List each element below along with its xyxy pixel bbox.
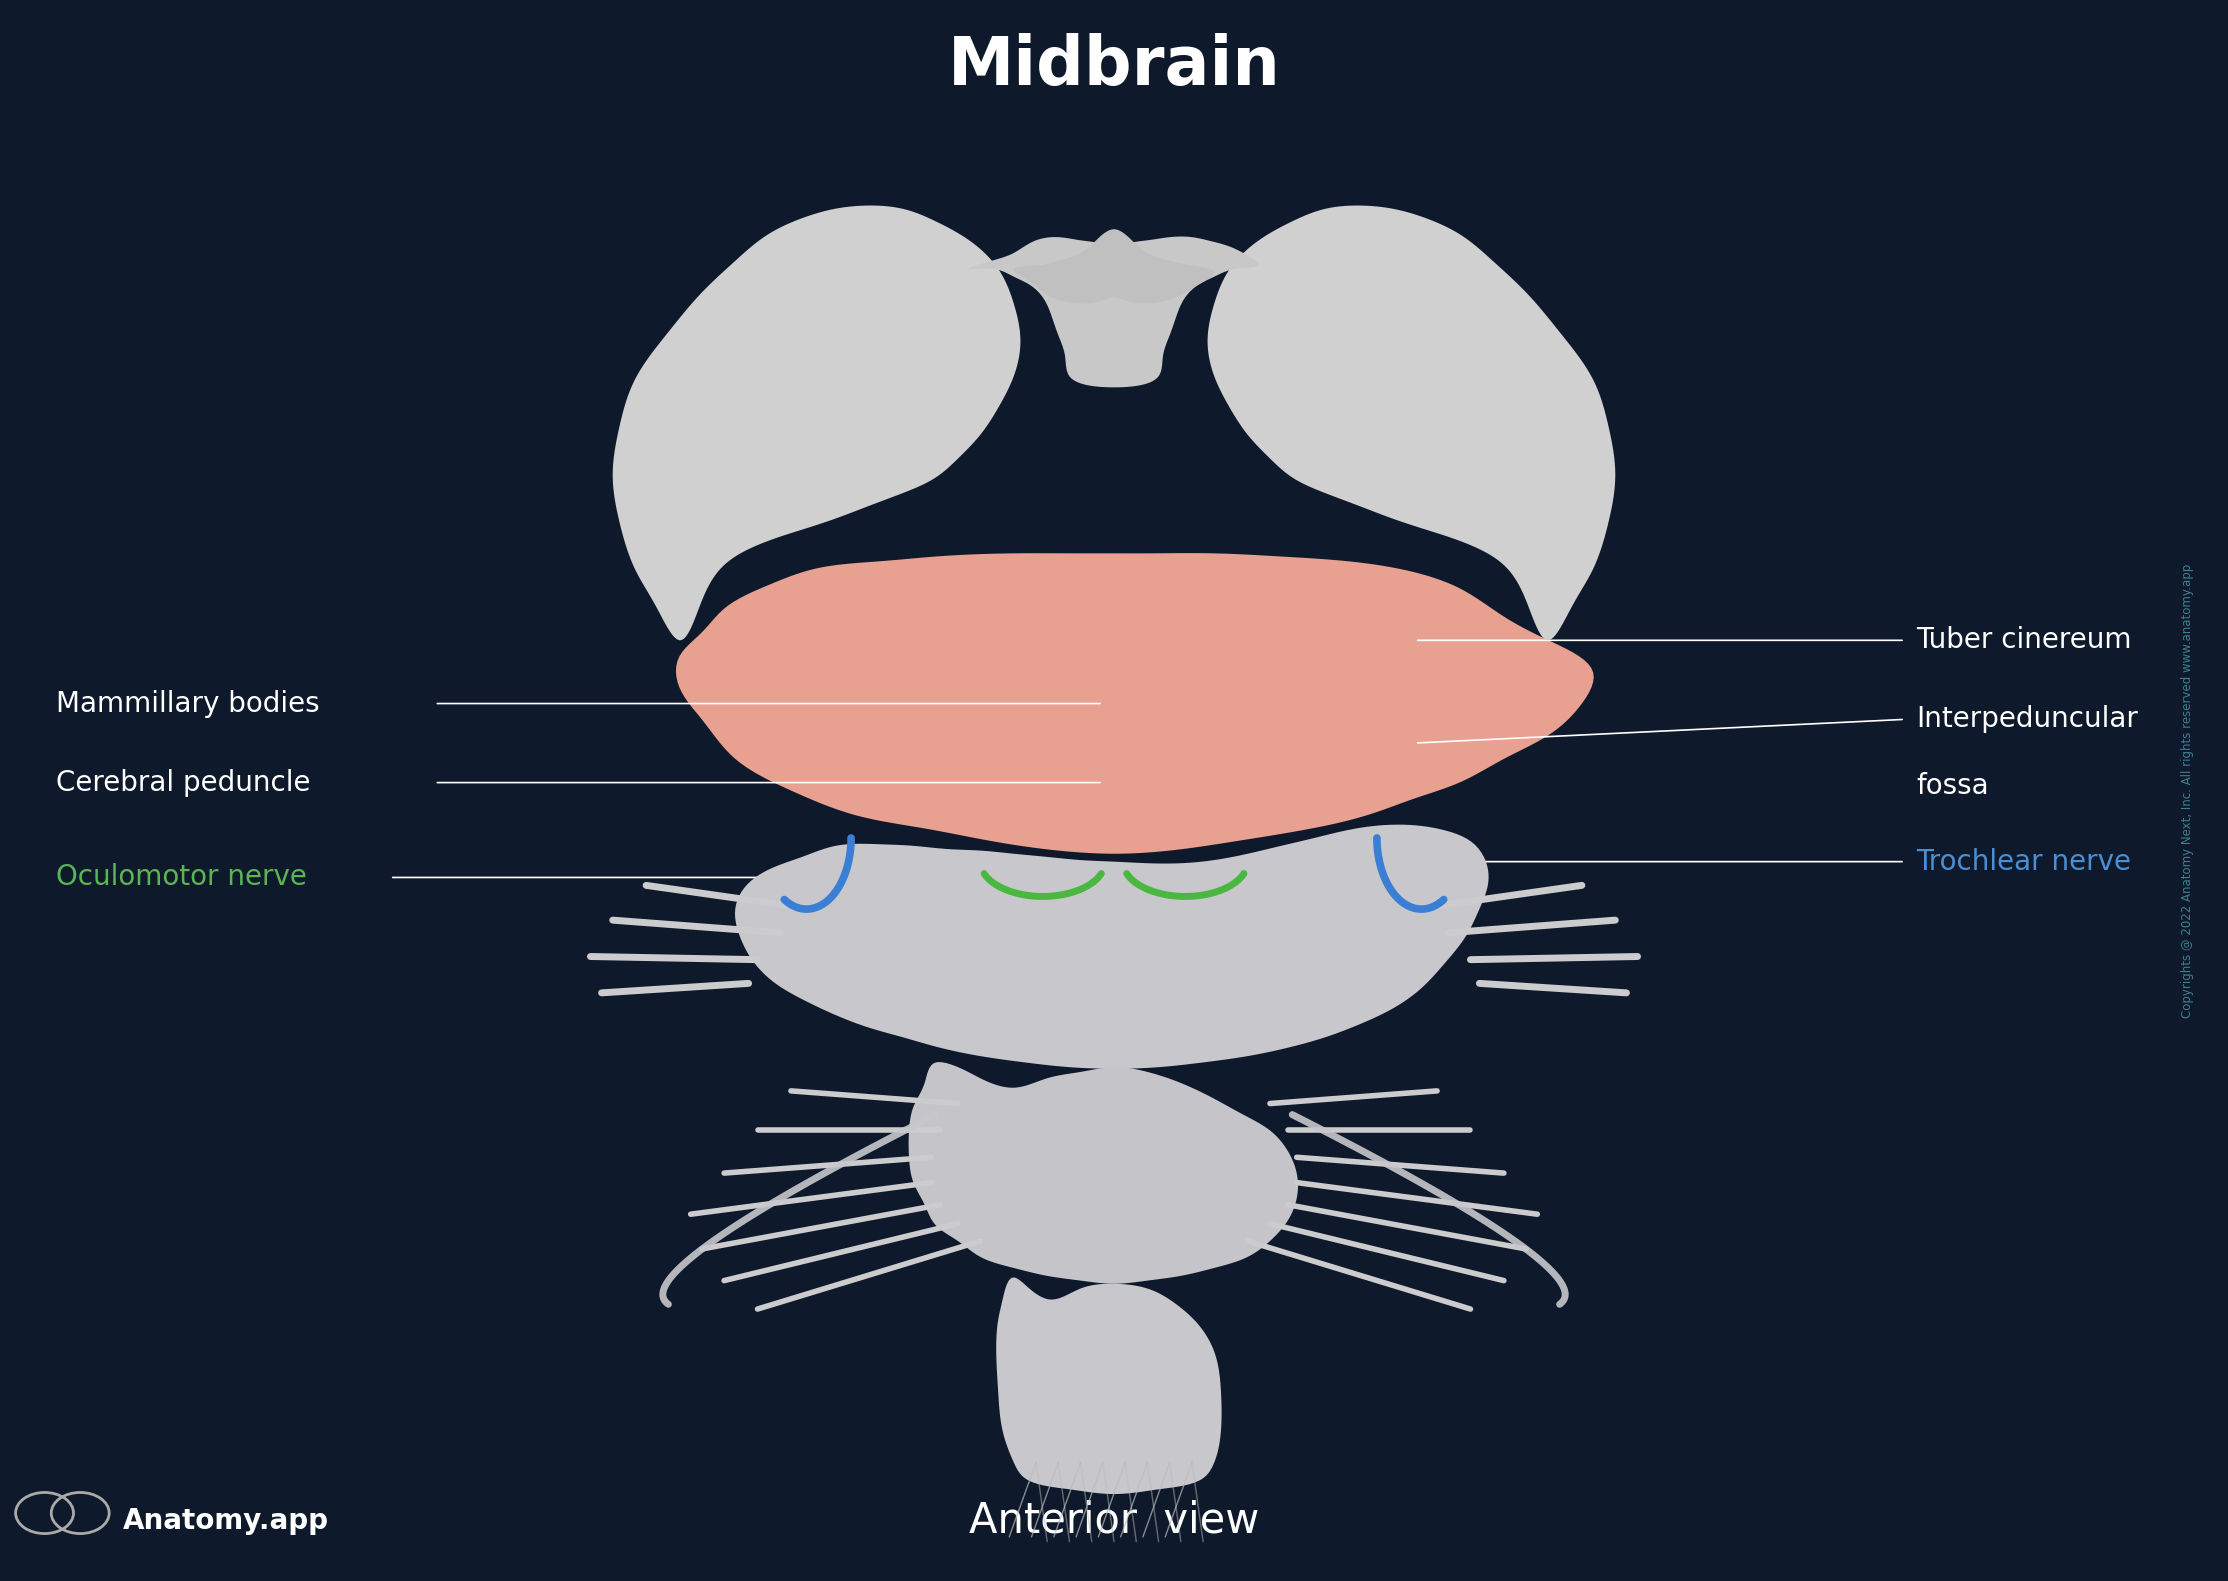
Polygon shape (675, 553, 1593, 854)
Polygon shape (613, 206, 1020, 640)
Text: Midbrain: Midbrain (947, 33, 1281, 100)
Polygon shape (1208, 206, 1615, 640)
Text: Anterior  view: Anterior view (969, 1500, 1259, 1541)
Text: Mammillary bodies: Mammillary bodies (56, 689, 319, 718)
Text: Trochlear nerve: Trochlear nerve (1916, 847, 2130, 876)
Polygon shape (1014, 229, 1214, 304)
Polygon shape (735, 825, 1488, 1069)
Text: Interpeduncular: Interpeduncular (1916, 705, 2139, 734)
Text: Anatomy.app: Anatomy.app (123, 1507, 328, 1535)
Text: Oculomotor nerve: Oculomotor nerve (56, 863, 307, 892)
Polygon shape (969, 237, 1259, 387)
Polygon shape (909, 1062, 1299, 1284)
Text: fossa: fossa (1916, 772, 1990, 800)
Text: Copyrights @ 2022 Anatomy Next, Inc. All rights reserved www.anatomy.app: Copyrights @ 2022 Anatomy Next, Inc. All… (2181, 563, 2195, 1018)
Polygon shape (996, 1277, 1221, 1494)
Text: Cerebral peduncle: Cerebral peduncle (56, 768, 310, 797)
Text: Tuber cinereum: Tuber cinereum (1916, 626, 2132, 655)
